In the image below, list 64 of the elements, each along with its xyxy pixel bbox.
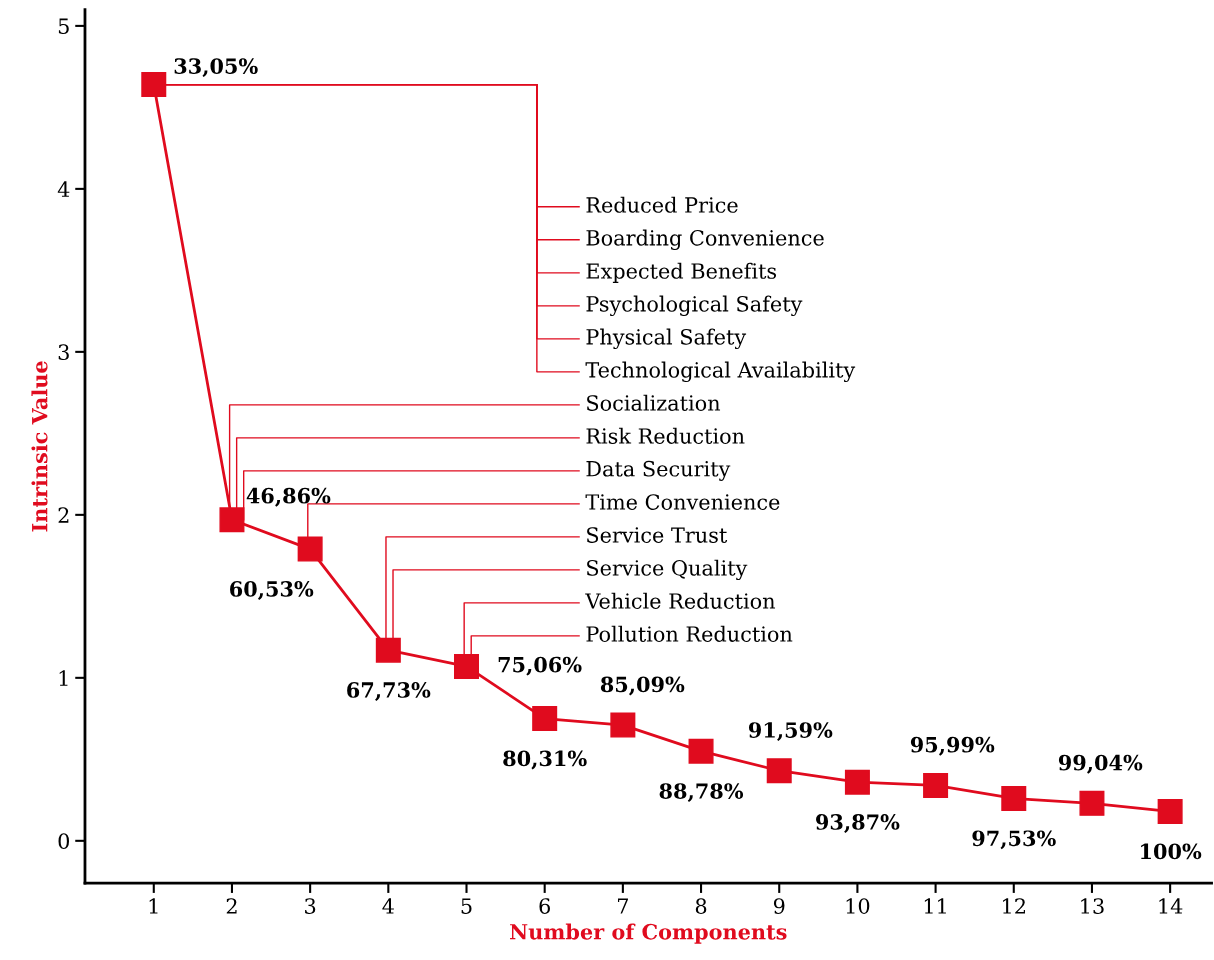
annotation: Technological Availability — [585, 361, 856, 383]
point — [844, 769, 870, 795]
x-tick-label: 10 — [846, 898, 870, 914]
x-tick-label: 12 — [1003, 898, 1025, 914]
y-tick-label: 3 — [58, 344, 69, 361]
annotation: Time Convenience — [585, 494, 780, 510]
x-tick-label: 9 — [773, 898, 785, 914]
x-tick-label: 4 — [382, 898, 394, 914]
annotation: Service Trust — [587, 527, 728, 543]
point — [610, 712, 636, 738]
point — [1157, 798, 1183, 824]
x-tick-label: 3 — [305, 898, 316, 914]
annotation: 46,86% — [246, 487, 331, 507]
annotation: Socialization — [587, 394, 721, 411]
x-tick-label: 8 — [695, 898, 707, 914]
point — [219, 507, 245, 533]
point — [688, 738, 714, 764]
annotation: 93,87% — [816, 814, 900, 833]
annotation: Risk Reduction — [586, 427, 745, 444]
point — [1079, 790, 1105, 816]
annotation: 97,53% — [972, 830, 1056, 850]
annotation: 60,53% — [230, 581, 314, 600]
annotation: 95,99% — [910, 736, 995, 756]
point — [375, 637, 401, 663]
annotation: Boarding Convenience — [586, 229, 824, 251]
annotation: 99,04% — [1058, 754, 1143, 774]
point — [297, 536, 323, 562]
annotation: 88,78% — [659, 783, 744, 803]
point — [454, 653, 480, 679]
x-tick-label: 11 — [924, 898, 946, 914]
point — [1001, 785, 1027, 811]
annotation: Expected Benefits — [586, 262, 777, 283]
annotation: 85,09% — [600, 676, 685, 696]
annotation: Psychological Safety — [586, 295, 803, 317]
x-tick-label: 6 — [539, 898, 550, 914]
y-tick-label: 4 — [57, 181, 70, 197]
annotation: 100% — [1141, 843, 1202, 860]
x-tick-label: 1 — [149, 898, 158, 914]
annotation: Reduced Price — [586, 196, 738, 213]
x-tick-label: 14 — [1159, 898, 1183, 914]
annotation: Service Quality — [587, 559, 748, 581]
annotation: 67,73% — [347, 682, 431, 701]
annotation: 33,05% — [174, 58, 258, 78]
y-axis-title: Intrinsic Value — [31, 361, 48, 532]
annotation: Vehicle Reduction — [585, 592, 776, 609]
x-tick-label: 5 — [461, 898, 472, 914]
annotation: 75,06% — [498, 656, 582, 676]
x-axis-title: Number of Components — [510, 923, 787, 944]
x-tick-label: 13 — [1081, 898, 1104, 914]
x-tick-label: 2 — [226, 898, 237, 914]
y-tick-label: 5 — [58, 18, 69, 35]
point — [141, 72, 167, 98]
y-tick-label: 2 — [58, 507, 69, 523]
point — [532, 706, 558, 732]
point — [766, 758, 792, 784]
point — [923, 772, 949, 798]
y-tick-label: 1 — [59, 670, 68, 686]
x-tick-label: 7 — [617, 898, 628, 914]
annotation: 91,59% — [748, 722, 833, 742]
y-tick-label: 0 — [58, 833, 70, 850]
annotation: 80,31% — [503, 750, 587, 770]
annotation: Physical Safety — [586, 328, 747, 350]
annotation: Pollution Reduction — [586, 625, 793, 642]
annotation: Data Security — [586, 460, 731, 481]
